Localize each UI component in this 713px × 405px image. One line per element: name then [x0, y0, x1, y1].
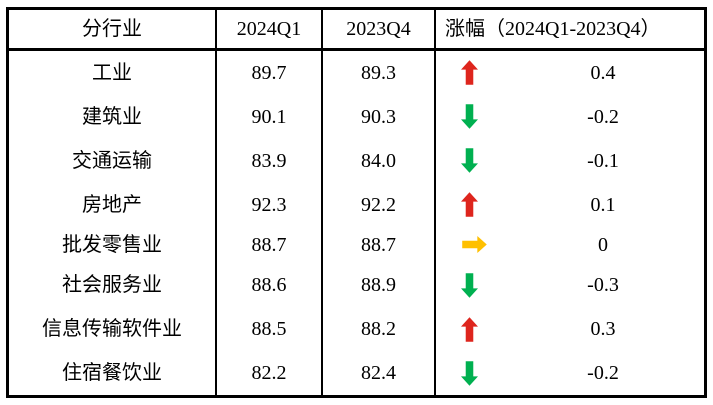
cell-2023q4: 88.9	[323, 263, 436, 308]
cell-industry: 批发零售业	[9, 226, 217, 264]
header-row: 分行业 2024Q1 2023Q4 涨幅（2024Q1-2023Q4）	[9, 10, 704, 51]
trend-arrow-icon	[461, 316, 478, 343]
cell-2024q1: 88.7	[217, 226, 323, 264]
cell-2024q1: 83.9	[217, 138, 323, 183]
cell-change: -0.1	[436, 139, 704, 183]
table-row: 房地产 92.3 92.2 0.1	[9, 182, 704, 227]
cell-change: -0.3	[436, 263, 704, 307]
table-row: 住宿餐饮业 82.2 82.4 -0.2	[9, 351, 704, 395]
cell-change: 0.3	[436, 307, 704, 351]
cell-change: 0.4	[436, 51, 704, 95]
cell-industry: 工业	[9, 51, 217, 95]
header-2024q1: 2024Q1	[217, 10, 323, 48]
cell-2024q1: 89.7	[217, 51, 323, 95]
right-arrow-icon	[462, 236, 487, 254]
header-2023q4: 2023Q4	[323, 10, 436, 48]
industry-table: 分行业 2024Q1 2023Q4 涨幅（2024Q1-2023Q4） 工业 8…	[6, 7, 707, 398]
header-change: 涨幅（2024Q1-2023Q4）	[445, 18, 661, 40]
down-arrow-icon	[461, 104, 478, 130]
up-arrow-icon	[461, 316, 478, 342]
cell-industry: 社会服务业	[9, 263, 217, 308]
cell-change: 0.1	[436, 183, 704, 227]
cell-2024q1: 88.5	[217, 307, 323, 352]
down-arrow-icon	[461, 360, 478, 386]
cell-2024q1: 88.6	[217, 263, 323, 308]
cell-change-value: -0.2	[587, 105, 619, 128]
cell-2023q4: 88.7	[323, 226, 436, 264]
cell-2023q4: 92.2	[323, 182, 436, 227]
trend-arrow-icon	[461, 147, 478, 174]
cell-change-value: 0.3	[590, 318, 616, 341]
cell-change: -0.2	[436, 351, 704, 395]
down-arrow-icon	[461, 273, 478, 298]
cell-change: 0	[436, 227, 704, 264]
cell-change-value: 0.4	[590, 61, 616, 84]
cell-industry: 信息传输软件业	[9, 307, 217, 352]
cell-industry: 住宿餐饮业	[9, 351, 217, 395]
table-row: 交通运输 83.9 84.0 -0.1	[9, 138, 704, 183]
trend-arrow-icon	[461, 59, 478, 86]
up-arrow-icon	[461, 60, 478, 86]
cell-2024q1: 82.2	[217, 351, 323, 395]
cell-industry: 房地产	[9, 182, 217, 227]
cell-2023q4: 82.4	[323, 351, 436, 395]
cell-industry: 交通运输	[9, 138, 217, 183]
cell-2024q1: 90.1	[217, 94, 323, 139]
down-arrow-icon	[461, 148, 478, 173]
trend-arrow-icon	[461, 360, 478, 387]
cell-2023q4: 90.3	[323, 94, 436, 139]
cell-change-value: -0.1	[587, 149, 619, 172]
trend-arrow-icon	[461, 236, 488, 254]
cell-change-value: 0	[598, 233, 608, 256]
cell-2023q4: 84.0	[323, 138, 436, 183]
trend-arrow-icon	[461, 103, 478, 130]
cell-2023q4: 88.2	[323, 307, 436, 352]
cell-change-value: 0.1	[590, 193, 616, 216]
table-row: 工业 89.7 89.3 0.4	[9, 51, 704, 95]
header-industry: 分行业	[9, 10, 217, 48]
cell-change-value: -0.2	[587, 362, 619, 385]
up-arrow-icon	[461, 192, 478, 217]
table-row: 社会服务业 88.6 88.9 -0.3	[9, 263, 704, 308]
cell-2023q4: 89.3	[323, 51, 436, 95]
cell-change-value: -0.3	[587, 274, 619, 297]
table-row: 批发零售业 88.7 88.7 0	[9, 226, 704, 264]
cell-change: -0.2	[436, 95, 704, 139]
trend-arrow-icon	[461, 272, 478, 299]
trend-arrow-icon	[461, 191, 478, 218]
cell-2024q1: 92.3	[217, 182, 323, 227]
cell-industry: 建筑业	[9, 94, 217, 139]
table-row: 信息传输软件业 88.5 88.2 0.3	[9, 307, 704, 352]
table-row: 建筑业 90.1 90.3 -0.2	[9, 94, 704, 139]
